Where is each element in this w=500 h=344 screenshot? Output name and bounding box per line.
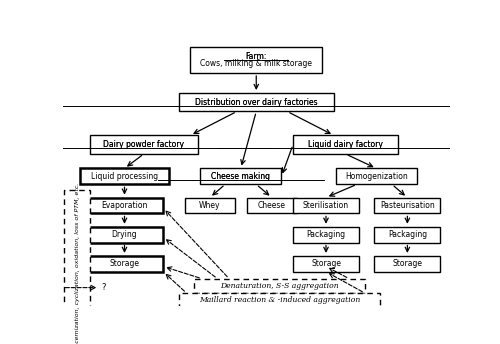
- Text: Cows, milking & milk storage: Cows, milking & milk storage: [200, 58, 312, 68]
- Text: Dairy powder factory: Dairy powder factory: [104, 140, 184, 149]
- Bar: [293, 227, 359, 243]
- Text: Packaging: Packaging: [306, 230, 346, 239]
- Text: Racemization, cyclization, oxidation, loss of PTM, etc.: Racemization, cyclization, oxidation, lo…: [74, 182, 80, 344]
- Bar: [293, 135, 398, 154]
- Bar: [194, 279, 365, 293]
- Bar: [190, 46, 322, 73]
- Bar: [374, 227, 440, 243]
- Bar: [200, 169, 281, 184]
- Text: Distribution over dairy factories: Distribution over dairy factories: [195, 98, 318, 107]
- Text: Liquid dairy factory: Liquid dairy factory: [308, 140, 383, 149]
- Bar: [374, 197, 440, 213]
- Bar: [179, 293, 380, 308]
- Text: Distribution over dairy factories: Distribution over dairy factories: [195, 98, 318, 107]
- Bar: [80, 169, 169, 184]
- Text: Evaporation: Evaporation: [102, 201, 148, 210]
- Bar: [336, 169, 417, 184]
- Text: Pasteurisation: Pasteurisation: [380, 201, 435, 210]
- Text: Liquid dairy factory: Liquid dairy factory: [308, 140, 383, 149]
- Text: Farm:: Farm:: [246, 52, 267, 61]
- Bar: [86, 197, 163, 213]
- Bar: [90, 135, 198, 154]
- Text: Whey: Whey: [199, 201, 220, 210]
- Text: Liquid dairy factory: Liquid dairy factory: [308, 140, 383, 149]
- Bar: [293, 197, 359, 213]
- Text: ?: ?: [101, 283, 106, 292]
- Text: Storage: Storage: [110, 259, 140, 268]
- Text: Distribution over dairy factories: Distribution over dairy factories: [195, 98, 318, 107]
- Bar: [184, 197, 235, 213]
- Text: Cheese: Cheese: [258, 201, 286, 210]
- Bar: [246, 197, 297, 213]
- Text: Maillard reaction & -induced aggregation: Maillard reaction & -induced aggregation: [199, 296, 360, 304]
- Text: Packaging: Packaging: [388, 230, 427, 239]
- Text: Liquid processing: Liquid processing: [91, 172, 158, 181]
- Text: Cheese making: Cheese making: [211, 172, 270, 181]
- Text: Denaturation, S-S aggregation: Denaturation, S-S aggregation: [220, 282, 339, 290]
- Bar: [64, 190, 90, 343]
- Text: Homogenization: Homogenization: [345, 172, 408, 181]
- Bar: [86, 227, 163, 243]
- Text: Dairy powder factory: Dairy powder factory: [104, 140, 184, 149]
- Text: Storage: Storage: [311, 259, 341, 268]
- Text: Storage: Storage: [392, 259, 422, 268]
- Text: Drying: Drying: [112, 230, 138, 239]
- Text: Farm:: Farm:: [246, 52, 267, 61]
- Bar: [374, 256, 440, 272]
- Bar: [86, 256, 163, 272]
- Bar: [293, 256, 359, 272]
- Bar: [179, 93, 334, 111]
- Text: Sterilisation: Sterilisation: [303, 201, 349, 210]
- Text: Dairy powder factory: Dairy powder factory: [104, 140, 184, 149]
- Text: Cheese making: Cheese making: [211, 172, 270, 181]
- Text: Cheese making: Cheese making: [211, 172, 270, 181]
